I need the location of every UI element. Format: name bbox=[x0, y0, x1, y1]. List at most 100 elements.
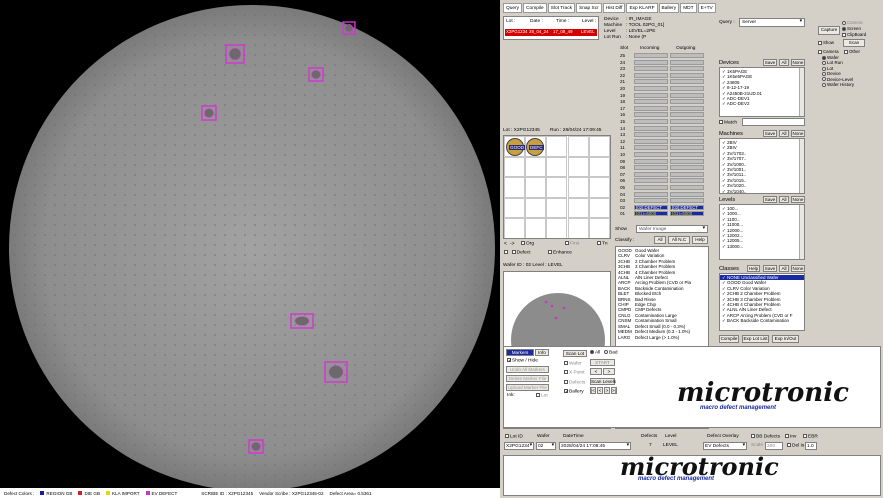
thumbnail-cell[interactable] bbox=[567, 218, 589, 238]
classes-all-button[interactable]: All bbox=[779, 265, 789, 272]
levels-item[interactable]: ✓ 100... bbox=[722, 206, 739, 211]
machines-save-button[interactable]: Save bbox=[763, 130, 777, 137]
thumbnail-cell[interactable] bbox=[588, 218, 610, 238]
slot-in-cell[interactable] bbox=[634, 158, 668, 164]
slot-in-cell[interactable] bbox=[634, 152, 668, 157]
slot-out-cell[interactable] bbox=[670, 112, 704, 118]
machines-item[interactable]: ✓ 3V/1001.. bbox=[722, 167, 747, 173]
slot-row[interactable]: 04 bbox=[618, 191, 710, 199]
machines-item[interactable]: ✓ 3V/1040.. bbox=[722, 188, 747, 194]
tab-ballery[interactable]: Ballery bbox=[658, 3, 680, 13]
machines-item[interactable]: ✓ 3V/1703.. bbox=[722, 150, 747, 156]
classes-item[interactable]: ✓ 4CHB 4 Chamber Problem bbox=[722, 302, 781, 308]
slot-row[interactable]: 18 bbox=[618, 99, 710, 106]
slot-row[interactable]: 09 bbox=[618, 158, 710, 166]
slot-row[interactable]: 11 bbox=[618, 145, 710, 152]
scan-levels-button[interactable]: Scan Levels bbox=[590, 378, 617, 385]
slot-out-cell[interactable] bbox=[670, 145, 704, 151]
scan-lot-button[interactable]: Scan Lot bbox=[563, 350, 587, 357]
slot-in-cell[interactable] bbox=[634, 119, 668, 124]
classes-item[interactable]: ✓ BACK Backside Contamination bbox=[722, 318, 790, 324]
org-checkbox[interactable]: Org bbox=[521, 241, 534, 246]
defect-marker[interactable] bbox=[324, 361, 348, 383]
levels-item[interactable]: ✓ 1000... bbox=[722, 211, 741, 217]
slot-in-cell[interactable] bbox=[634, 66, 668, 72]
slot-row[interactable]: 02 [02]:DEFECT [02]:DEFECT bbox=[618, 204, 710, 212]
thumbnail-cell[interactable] bbox=[504, 177, 525, 198]
slot-out-cell[interactable] bbox=[670, 198, 704, 204]
show-hide-checkbox[interactable]: ✓Show / Hide bbox=[507, 358, 538, 364]
machines-list[interactable]: ✓ 2BIV ✓ 2BIV ✓ 3V/1703.. ✓ 3V/1707.. ✓ 3V/1… bbox=[719, 138, 805, 194]
machines-item[interactable]: ✓ 2BIV bbox=[722, 145, 737, 151]
devices-scrollbar[interactable] bbox=[799, 68, 804, 116]
last-page-icon[interactable]: >| bbox=[611, 387, 617, 394]
thumbnail-cell[interactable] bbox=[525, 218, 547, 238]
slot-in-cell[interactable] bbox=[634, 59, 668, 65]
slot-out-cell[interactable] bbox=[670, 119, 704, 124]
query-select[interactable]: Server ▾ bbox=[739, 18, 805, 27]
classes-item[interactable]: ✓ CLRV Color Variation bbox=[722, 285, 770, 291]
compile-button[interactable]: Compile bbox=[719, 335, 739, 343]
slot-out-cell[interactable] bbox=[670, 152, 704, 157]
levels-item[interactable]: ✓ 12002... bbox=[722, 233, 744, 239]
levels-item[interactable]: ✓ 1100... bbox=[722, 216, 741, 222]
levels-scrollbar[interactable] bbox=[799, 205, 804, 259]
slot-row[interactable]: 06 bbox=[618, 178, 710, 185]
all-radio[interactable]: All bbox=[590, 350, 600, 355]
defects-checkbox[interactable]: Defects bbox=[564, 380, 585, 385]
levels-item[interactable]: ✓ 12005... bbox=[722, 238, 744, 244]
slot-in-cell[interactable]: (01)=6000 bbox=[634, 211, 668, 217]
devices-item[interactable]: ✓ A2450B-21UD.01 bbox=[722, 90, 763, 96]
machines-item[interactable]: ✓ 3V/1011.. bbox=[722, 172, 746, 178]
thumbnail-cell[interactable] bbox=[546, 197, 568, 219]
wafer-select[interactable]: 02 ▾ bbox=[536, 442, 556, 450]
ebr-checkbox[interactable]: EBR bbox=[803, 434, 818, 439]
screen-radio[interactable]: Screen bbox=[842, 26, 861, 31]
slot-out-cell[interactable] bbox=[670, 79, 704, 85]
camera-radio[interactable]: Camera bbox=[842, 20, 863, 25]
thumbnail-cell[interactable] bbox=[567, 156, 589, 178]
slot-out-cell[interactable] bbox=[670, 185, 704, 190]
classify-item[interactable]: CHIP Edge Chip bbox=[618, 302, 657, 308]
tab-mdt[interactable]: MDT bbox=[680, 3, 697, 13]
slot-row[interactable]: 10 bbox=[618, 152, 710, 159]
levels-save-button[interactable]: Save bbox=[763, 196, 777, 203]
forward-arrow-icon[interactable]: > bbox=[603, 368, 615, 375]
first-page-icon[interactable]: |< bbox=[590, 387, 596, 394]
classify-item[interactable]: MEDM Defect Medium (0.3 - 1.0%) bbox=[618, 329, 691, 335]
slot-row[interactable]: 19 bbox=[618, 92, 710, 100]
thumbnail-cell[interactable] bbox=[525, 197, 547, 219]
classify-item[interactable]: 4CHB 4 Chamber Problem bbox=[618, 269, 676, 275]
classes-item[interactable]: ✓ ALNL AlN Liner Defect bbox=[722, 307, 772, 313]
tn-checkbox[interactable]: Tn bbox=[597, 241, 608, 246]
defect-marker[interactable] bbox=[248, 439, 264, 454]
slot-out-cell[interactable] bbox=[670, 125, 704, 131]
devices-item[interactable]: ✓ 1K5PAGE bbox=[722, 69, 748, 74]
devices-none-button[interactable]: None bbox=[791, 59, 805, 66]
slot-out-cell[interactable]: (01)=6000 bbox=[670, 211, 704, 217]
slot-out-cell[interactable] bbox=[670, 99, 704, 105]
slot-row[interactable]: 17 bbox=[618, 105, 710, 113]
tab-slot-track[interactable]: Slot Track bbox=[547, 3, 576, 13]
levels-none-button[interactable]: None bbox=[791, 196, 805, 203]
slot-out-cell[interactable] bbox=[670, 59, 704, 65]
scan-button[interactable]: Scan bbox=[843, 39, 865, 47]
back-arrow-icon[interactable]: < bbox=[590, 368, 602, 375]
thumbnail-cell[interactable] bbox=[567, 177, 589, 198]
slot-in-cell[interactable] bbox=[634, 72, 668, 78]
slot-in-cell[interactable] bbox=[634, 138, 668, 144]
levels-item[interactable]: ✓ 13000... bbox=[722, 243, 744, 249]
wafer-checkbox[interactable]: Wafer bbox=[564, 361, 582, 366]
thumbnail-cell[interactable] bbox=[588, 197, 610, 219]
slot-in-cell[interactable] bbox=[634, 92, 668, 98]
slot-in-cell[interactable] bbox=[634, 178, 668, 184]
next-arrow-icon[interactable]: -> bbox=[510, 241, 515, 247]
classify-item[interactable]: ARCP Arcing Problem (CVD or Pla bbox=[618, 280, 692, 286]
tab-etv[interactable]: E+TV bbox=[697, 3, 716, 13]
tab-exp-klarf[interactable]: Exp KLARF bbox=[626, 3, 658, 13]
thumbnail-cell[interactable] bbox=[567, 136, 589, 157]
slot-in-cell[interactable] bbox=[634, 171, 668, 177]
slot-row[interactable]: 12 bbox=[618, 138, 710, 146]
machines-item[interactable]: ✓ 2BIV bbox=[722, 140, 737, 145]
match-input[interactable] bbox=[742, 118, 805, 126]
